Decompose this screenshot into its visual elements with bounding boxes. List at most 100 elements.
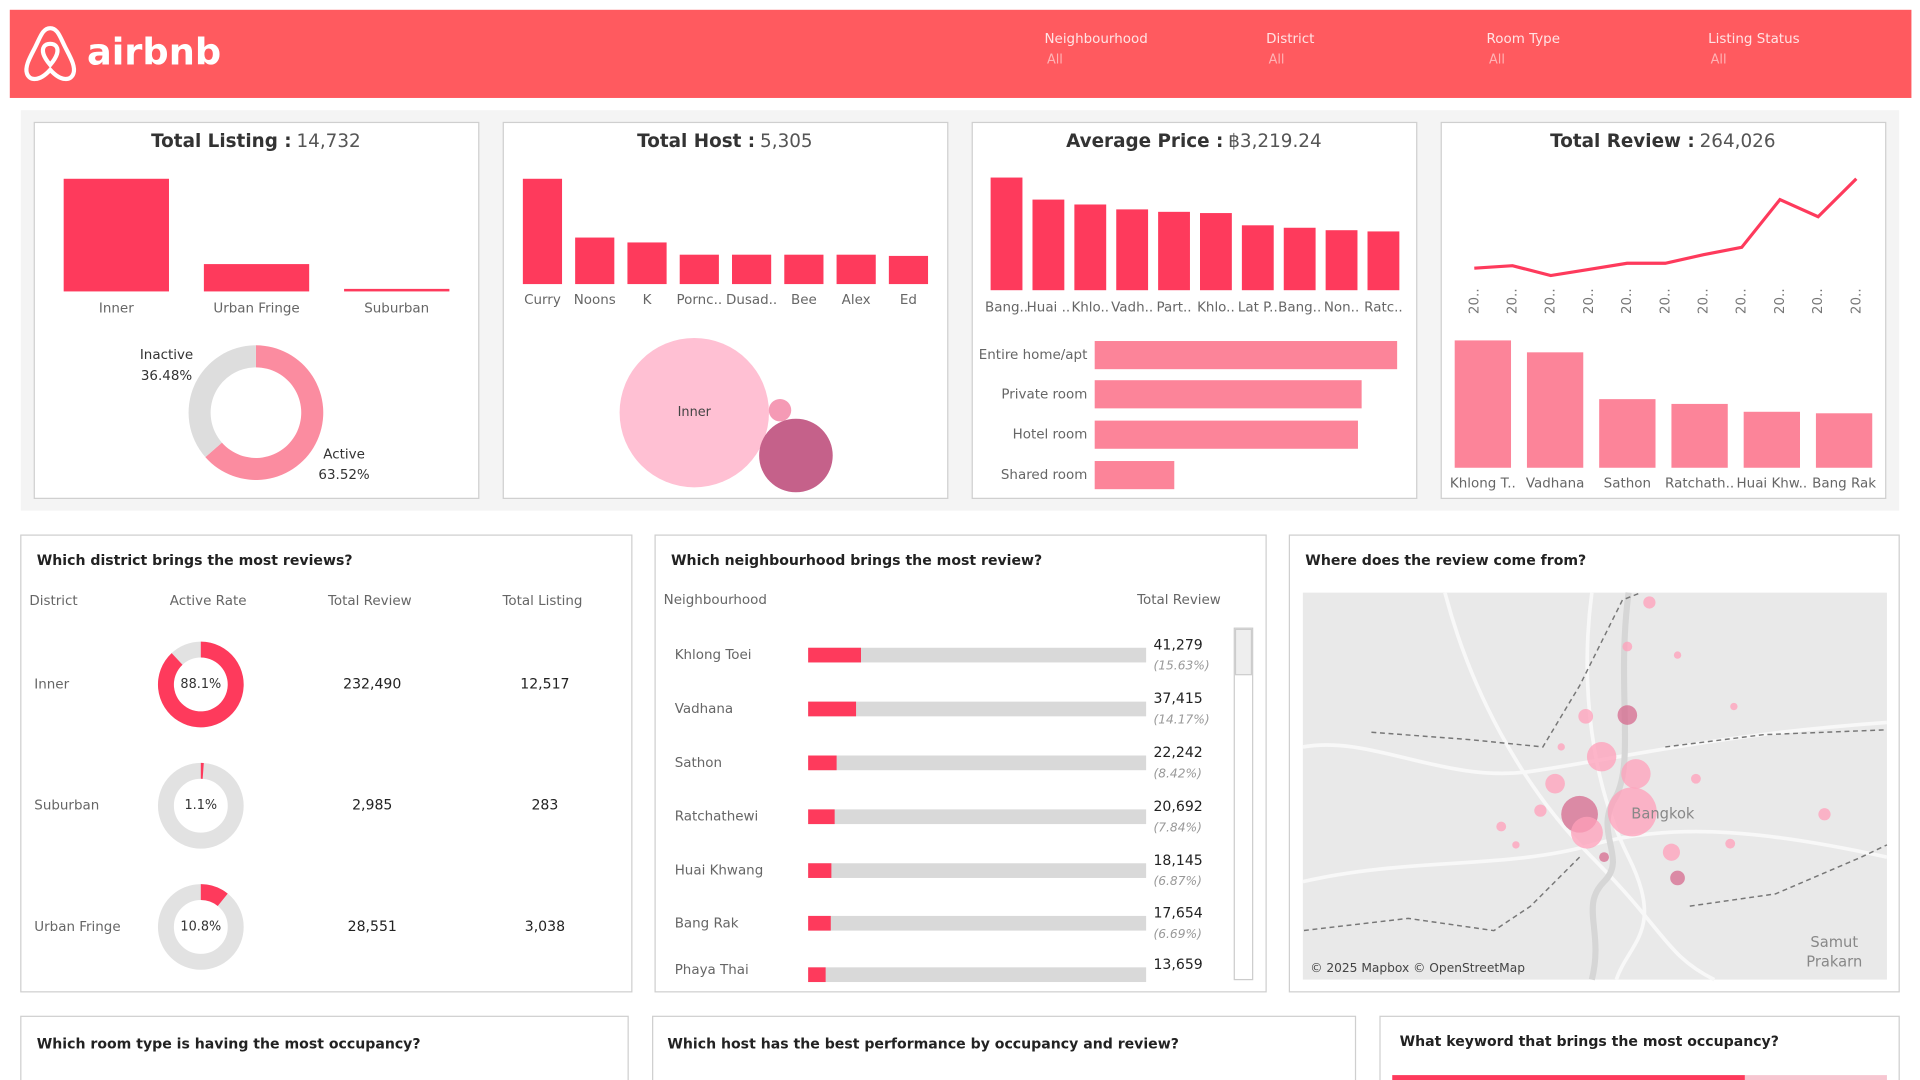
filter-label: Listing Status (1708, 32, 1799, 47)
map-bubble (1622, 641, 1633, 652)
bar-label: Bang.. (985, 300, 1028, 315)
kpi-value: 5,305 (760, 131, 813, 152)
bar (575, 237, 615, 285)
bar-label: Urban Fringe (213, 302, 299, 317)
bar-track (808, 863, 1147, 878)
kpi-card (1440, 121, 1887, 499)
neighbourhood-name: Phaya Thai (675, 963, 749, 978)
bar (1815, 413, 1873, 468)
header-bar (9, 9, 1912, 98)
bar (732, 254, 772, 285)
bar-track (808, 755, 1147, 771)
review-value: 22,242 (1153, 745, 1202, 761)
bar-label: K (643, 293, 653, 308)
map-bubble (1578, 708, 1594, 724)
card-title: Where does the review come from? (1305, 553, 1586, 569)
bar-label: Bee (791, 293, 817, 308)
bar-label: Noons (574, 293, 616, 308)
map-attribution: © 2025 Mapbox © OpenStreetMap (1310, 961, 1525, 975)
bar-track (808, 809, 1147, 825)
x-tick-label: 20.. (1811, 288, 1826, 314)
bar-label: Curry (524, 293, 561, 308)
bar (1526, 352, 1584, 468)
total-listing: 3,038 (525, 919, 565, 935)
bar-label: Alex (842, 293, 871, 308)
column-header: Neighbourhood (664, 593, 767, 608)
keyword-bar (1392, 1075, 1745, 1080)
share-label: (8.42%) (1153, 766, 1201, 780)
review-value: 20,692 (1153, 799, 1202, 815)
bar-label: Vadhana (1526, 477, 1584, 492)
total-review: 232,490 (343, 676, 401, 692)
x-tick-label: 20.. (1582, 288, 1597, 314)
map-bubble (1725, 838, 1736, 849)
bar-label: Dusad.. (726, 293, 777, 308)
bubble (619, 337, 769, 488)
bar-label: Ed (900, 293, 917, 308)
bar-label: Pornc.. (676, 293, 722, 308)
bar-label: Huai .. (1027, 300, 1070, 315)
map-bubble (1534, 804, 1547, 817)
total-listing: 12,517 (520, 676, 569, 692)
card-title: What keyword that brings the most occupa… (1400, 1034, 1779, 1050)
donut-value: 36.48% (141, 369, 193, 384)
neighbourhood-name: Ratchathewi (675, 810, 759, 825)
x-tick-label: 20.. (1697, 288, 1712, 314)
map-bubble (1557, 743, 1565, 751)
hbar-label: Hotel room (1013, 428, 1088, 443)
hbar-label: Entire home/apt (979, 348, 1088, 363)
filter-value: All (1489, 53, 1505, 68)
share-bar (808, 915, 831, 931)
x-tick-label: 20.. (1849, 288, 1864, 314)
map-bubble (1818, 808, 1831, 821)
bar (1671, 403, 1728, 468)
brand-logo (24, 26, 77, 82)
bar-label: Khlo.. (1071, 300, 1109, 315)
map-boundary (1302, 591, 1888, 932)
filter-label: District (1266, 32, 1314, 47)
donut-label: Inactive (140, 348, 193, 363)
bar (1074, 204, 1107, 291)
district-name: Inner (34, 677, 69, 692)
bar-label: Vadh.. (1111, 300, 1153, 315)
donut-slice (188, 345, 256, 458)
bar-label: Huai Khw.. (1737, 477, 1808, 492)
bar (1158, 211, 1190, 291)
review-value: 41,279 (1153, 637, 1202, 653)
map-bubble (1571, 816, 1603, 849)
column-header: Total Review (1136, 593, 1221, 608)
map-bubble (1670, 870, 1685, 886)
bar (1283, 227, 1316, 291)
share-label: (6.87%) (1153, 874, 1201, 888)
bubble (768, 398, 792, 422)
bar-label: Non.. (1324, 300, 1359, 315)
map-bubble (1730, 702, 1738, 711)
bar-label: Bang Rak (1812, 477, 1876, 492)
bar (63, 178, 169, 292)
map-bubble (1496, 821, 1507, 832)
bar (1367, 231, 1400, 291)
filter-value: All (1047, 53, 1063, 68)
dashboard-content: airbnb Neighbourhood All District All Room T… (9, 9, 1912, 1080)
map-label: Bangkok (1631, 805, 1695, 822)
bar (1325, 230, 1358, 291)
kpi-label: Total Listing : (151, 131, 291, 152)
bar (836, 254, 876, 285)
card (652, 1015, 1357, 1080)
bar (679, 254, 719, 285)
map-bubble (1545, 773, 1565, 794)
bar-track (808, 967, 1147, 983)
column-header: Active Rate (170, 594, 247, 609)
bar-label: Lat P.. (1238, 300, 1278, 315)
bubble (759, 418, 833, 493)
column-header: Total Review (327, 594, 412, 609)
bar (1200, 213, 1232, 291)
district-name: Urban Fringe (34, 920, 120, 935)
card (1379, 1015, 1900, 1080)
kpi-label: Total Host : (637, 131, 755, 152)
bar (1599, 399, 1656, 468)
bar-label: Sathon (1604, 477, 1651, 492)
bar-label: Ratchath.. (1665, 477, 1734, 492)
